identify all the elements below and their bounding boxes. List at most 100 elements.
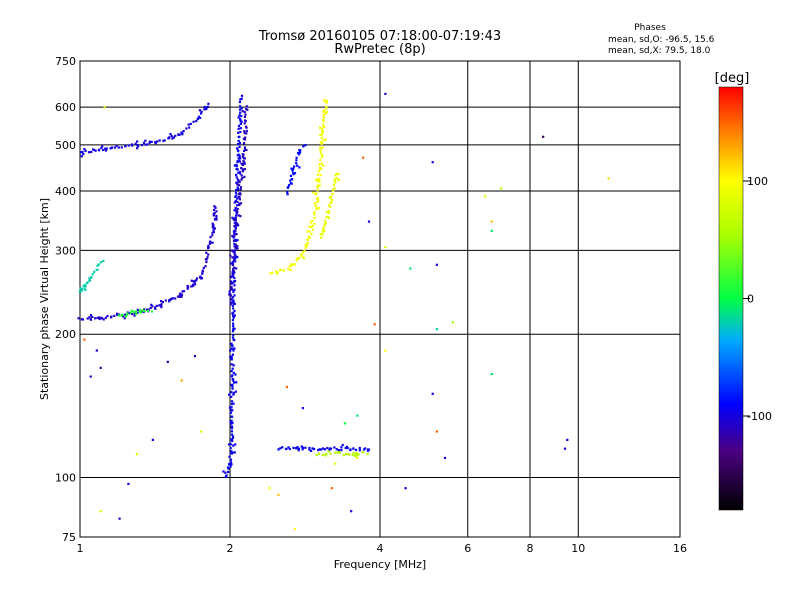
data-point bbox=[321, 233, 324, 236]
data-point bbox=[232, 290, 235, 293]
data-point bbox=[241, 155, 245, 158]
data-point bbox=[275, 270, 278, 273]
data-point bbox=[99, 510, 102, 513]
data-point bbox=[243, 130, 246, 133]
data-point bbox=[230, 297, 233, 300]
data-point bbox=[146, 308, 149, 311]
data-point bbox=[151, 305, 154, 308]
data-point bbox=[87, 151, 91, 154]
data-point bbox=[104, 316, 107, 319]
data-point bbox=[100, 316, 103, 319]
data-point bbox=[126, 313, 129, 316]
data-point bbox=[304, 446, 307, 449]
data-point bbox=[297, 449, 300, 452]
data-point bbox=[230, 430, 233, 433]
data-point bbox=[237, 124, 241, 127]
data-point bbox=[299, 151, 302, 154]
data-point bbox=[138, 310, 141, 313]
data-point bbox=[156, 140, 159, 143]
data-point bbox=[237, 179, 240, 182]
data-point bbox=[308, 446, 311, 450]
data-point bbox=[283, 269, 286, 272]
data-point bbox=[229, 254, 232, 257]
data-point bbox=[313, 222, 316, 225]
data-point bbox=[302, 145, 305, 148]
data-point bbox=[276, 271, 279, 274]
data-point bbox=[97, 263, 100, 266]
data-point bbox=[277, 493, 280, 496]
data-point bbox=[239, 186, 243, 189]
data-point bbox=[233, 302, 236, 305]
data-point bbox=[325, 452, 328, 456]
data-point bbox=[323, 225, 326, 228]
data-point bbox=[326, 215, 329, 218]
data-point bbox=[240, 97, 243, 100]
data-point bbox=[289, 179, 292, 182]
data-point bbox=[337, 451, 340, 454]
data-point bbox=[134, 312, 138, 316]
data-point bbox=[232, 364, 235, 367]
data-point bbox=[313, 216, 316, 220]
data-point bbox=[232, 402, 235, 405]
data-point bbox=[362, 156, 365, 159]
data-point bbox=[366, 449, 370, 452]
data-point bbox=[83, 287, 86, 290]
data-point bbox=[234, 243, 237, 246]
data-point bbox=[172, 136, 175, 139]
data-point bbox=[104, 149, 108, 152]
data-point bbox=[230, 408, 233, 412]
data-point bbox=[238, 114, 241, 117]
data-point bbox=[109, 147, 112, 150]
data-point bbox=[275, 272, 279, 275]
data-point bbox=[231, 436, 234, 440]
data-point bbox=[337, 179, 340, 182]
data-point bbox=[245, 108, 248, 111]
y-tick-label: 100 bbox=[55, 472, 76, 485]
data-point bbox=[190, 279, 193, 282]
data-point bbox=[153, 306, 157, 309]
data-point bbox=[189, 122, 192, 125]
data-point bbox=[230, 249, 233, 252]
data-point bbox=[607, 177, 610, 180]
data-point bbox=[325, 101, 328, 104]
data-point bbox=[320, 137, 323, 140]
data-point bbox=[297, 447, 300, 450]
data-point bbox=[245, 125, 248, 128]
data-point bbox=[229, 356, 232, 359]
data-point bbox=[239, 202, 243, 205]
data-point bbox=[327, 204, 330, 207]
data-point bbox=[86, 281, 89, 284]
data-point bbox=[166, 360, 169, 363]
data-point bbox=[356, 414, 359, 417]
data-point bbox=[230, 342, 233, 345]
stats-line-x: mean, sd,X: 79.5, 18.0 bbox=[608, 46, 711, 56]
data-point bbox=[182, 130, 185, 133]
data-point bbox=[292, 167, 295, 170]
data-point bbox=[316, 186, 319, 189]
data-point bbox=[167, 137, 171, 140]
data-point bbox=[146, 143, 149, 146]
data-point bbox=[81, 150, 84, 154]
data-point bbox=[235, 209, 238, 212]
data-point bbox=[326, 447, 329, 450]
data-point bbox=[306, 238, 309, 241]
data-point bbox=[326, 111, 329, 114]
data-point bbox=[233, 284, 236, 287]
data-point bbox=[301, 448, 304, 451]
data-point bbox=[233, 232, 236, 236]
data-point bbox=[234, 195, 237, 198]
data-point bbox=[325, 105, 328, 108]
data-point bbox=[123, 317, 126, 320]
data-point bbox=[151, 438, 154, 441]
y-axis-ticks: 75 100 200 300 400 500 600 750 bbox=[55, 55, 76, 544]
data-point bbox=[229, 465, 232, 468]
data-point bbox=[233, 314, 236, 317]
data-point bbox=[191, 283, 195, 286]
data-point bbox=[301, 255, 304, 258]
data-point bbox=[243, 146, 246, 149]
data-point bbox=[244, 148, 247, 151]
data-point bbox=[542, 135, 545, 138]
data-point bbox=[323, 448, 326, 451]
data-point bbox=[239, 98, 242, 101]
data-point bbox=[297, 257, 300, 260]
